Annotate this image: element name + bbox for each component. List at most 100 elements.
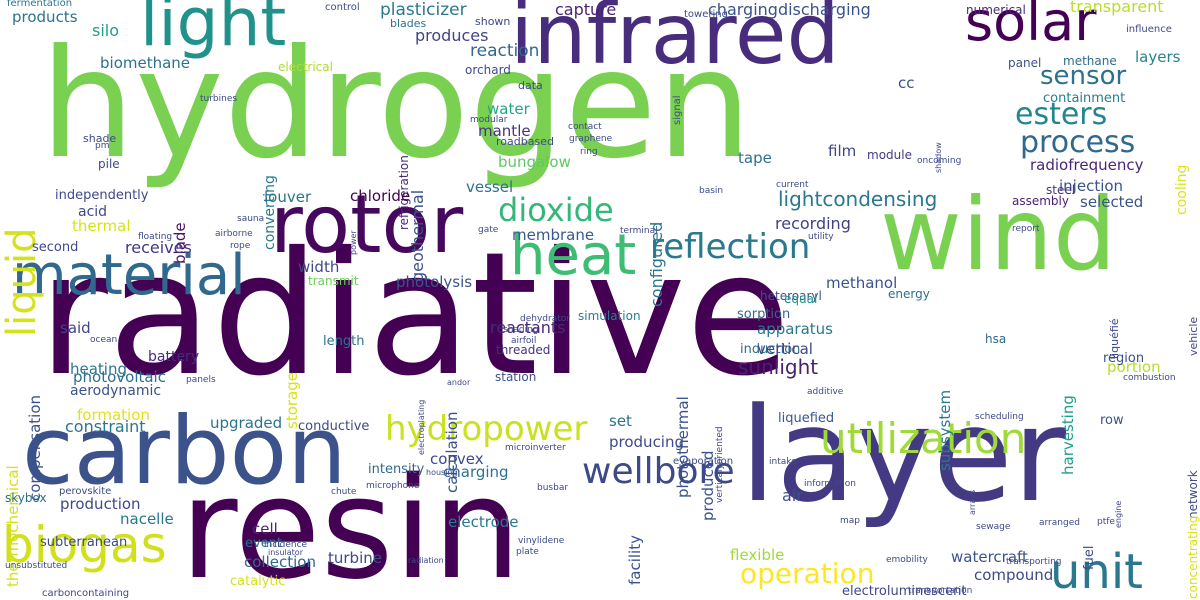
word-109: producing	[609, 435, 684, 450]
word-68: receives	[125, 240, 192, 256]
word-39: panel	[1008, 57, 1041, 69]
word-16: hydropower	[385, 412, 587, 446]
word-159: terminal	[620, 227, 658, 236]
word-192: radiation	[408, 557, 444, 565]
word-152: basin	[699, 187, 723, 196]
word-164: dehydrator	[520, 315, 570, 324]
word-42: containment	[1043, 92, 1125, 105]
word-51: film	[828, 144, 856, 159]
word-104: upgraded	[210, 416, 282, 431]
word-78: hsa	[985, 333, 1006, 345]
word-85: apparatus	[757, 322, 833, 337]
word-25: sunlight	[738, 357, 818, 377]
word-167: electroplating	[418, 400, 426, 455]
word-147: oncoming	[917, 157, 961, 166]
word-10: light	[140, 0, 286, 56]
word-178: additive	[807, 388, 843, 397]
word-70: width	[298, 260, 339, 275]
word-160: utility	[808, 233, 834, 242]
word-188: insulator	[268, 549, 303, 557]
word-116: electrode	[448, 515, 519, 530]
word-124: flexible	[730, 548, 784, 563]
word-182: panels	[186, 376, 216, 385]
word-105: conductive	[298, 420, 369, 433]
word-117: cell	[252, 522, 278, 537]
word-138: turbines	[200, 95, 237, 104]
word-50: cooling	[1175, 165, 1189, 215]
word-53: bungalow	[498, 155, 571, 170]
word-32: silo	[92, 23, 119, 39]
word-143: contact	[568, 123, 602, 132]
word-195: ptfe	[1097, 518, 1115, 527]
word-170: busbar	[537, 484, 568, 493]
word-46: geothermal	[410, 190, 426, 282]
word-35: reaction	[470, 43, 539, 60]
word-166: airfoil	[511, 337, 536, 346]
word-150: pile	[98, 158, 120, 170]
word-145: ring	[580, 148, 598, 157]
word-129: network	[1187, 470, 1199, 519]
word-99: station	[495, 371, 536, 383]
word-137: influence	[1126, 25, 1172, 35]
word-123: facility	[628, 535, 643, 585]
word-130: concentrating	[1187, 516, 1199, 599]
word-114: nacelle	[120, 512, 174, 527]
word-115: air	[782, 488, 803, 504]
word-151: current	[776, 181, 808, 190]
word-61: vessel	[466, 180, 513, 195]
word-127: compound	[974, 568, 1053, 583]
word-175: arrays	[969, 490, 977, 515]
word-18: dioxide	[498, 194, 614, 226]
word-76: equal	[784, 293, 817, 305]
word-126: fuel	[1083, 546, 1096, 570]
word-190: plate	[516, 548, 539, 557]
word-88: harvesting	[1061, 395, 1076, 475]
word-75: methanol	[826, 276, 897, 291]
word-67: membrane	[512, 228, 594, 243]
word-57: assembly	[1012, 195, 1069, 207]
word-139: data	[518, 80, 543, 91]
word-161: report	[1012, 225, 1040, 234]
word-59: louver	[264, 190, 311, 205]
word-185: chute	[331, 488, 356, 497]
word-194: arranged	[1039, 519, 1080, 528]
word-29: transparent	[1070, 0, 1164, 15]
word-199: transportation	[908, 587, 972, 596]
word-156: floating	[138, 233, 172, 242]
word-155: rope	[230, 242, 250, 251]
word-62: independently	[55, 189, 148, 202]
word-66: recording	[775, 216, 851, 232]
word-92: compensation	[28, 395, 43, 501]
word-28: chargingdischarging	[708, 2, 871, 18]
word-52: module	[867, 149, 912, 161]
word-181: ocean	[90, 336, 117, 345]
word-144: graphene	[569, 135, 612, 144]
word-20: process	[1020, 128, 1135, 158]
word-27: capture	[555, 2, 616, 18]
word-165: shading	[503, 326, 539, 335]
word-121: subterranean	[40, 536, 127, 549]
word-197: transporting	[1006, 558, 1062, 567]
word-120: catalytic	[230, 575, 285, 588]
word-176: information	[804, 480, 856, 489]
word-189: vinylidene	[518, 537, 564, 546]
word-72: photolysis	[396, 275, 472, 290]
word-183: andor	[447, 379, 470, 387]
word-54: tape	[738, 151, 772, 166]
word-60: chloride	[350, 189, 410, 204]
word-158: gate	[478, 226, 498, 235]
word-41: cc	[898, 76, 915, 91]
word-82: length	[323, 335, 364, 348]
word-87: subsystem	[938, 390, 953, 471]
word-180: combustion	[1123, 374, 1176, 383]
word-177: engine	[1115, 501, 1123, 528]
word-49: radiofrequency	[1030, 158, 1143, 173]
word-108: set	[609, 414, 632, 429]
word-186: map	[840, 517, 860, 526]
word-17: reflection	[650, 230, 810, 264]
word-119: collection	[244, 555, 316, 570]
word-106: liquefied	[778, 412, 834, 425]
word-86: vertical	[757, 342, 813, 357]
word-174: intake	[769, 458, 797, 467]
word-64: thermal	[72, 219, 131, 234]
